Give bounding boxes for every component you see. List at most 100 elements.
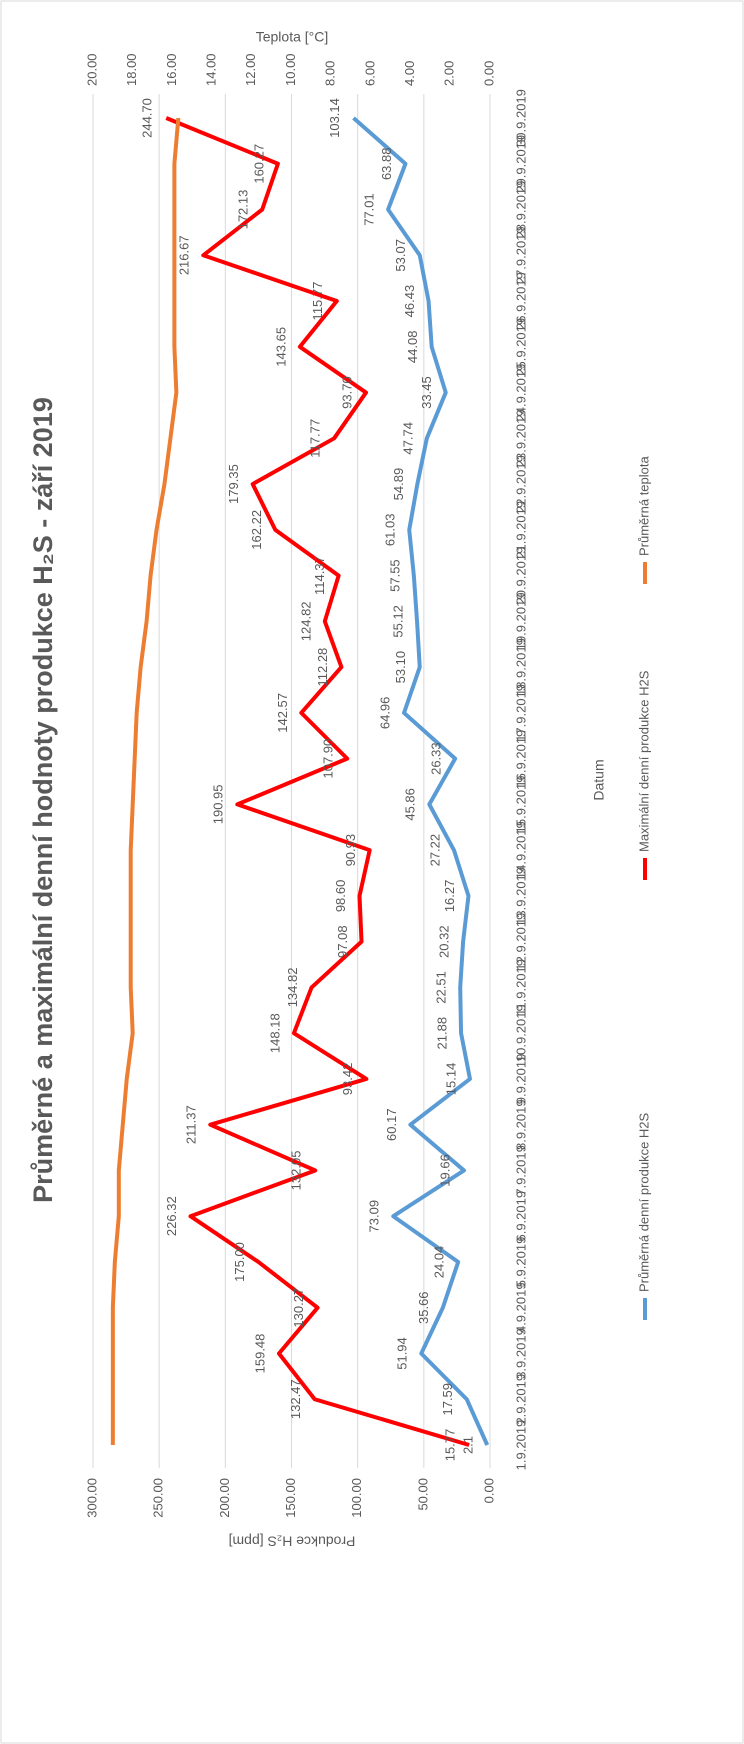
data-label: 114.37 bbox=[312, 556, 327, 595]
data-label: 160.27 bbox=[251, 144, 266, 184]
data-label: 35.66 bbox=[416, 1291, 431, 1324]
legend-label: Průměrná denní produkce H2S bbox=[636, 1112, 651, 1292]
y2-axis-title: Teplota [°C] bbox=[256, 29, 329, 45]
x-tick-label: 15.9.2019 bbox=[513, 775, 528, 833]
x-tick-label: 11.9.2019 bbox=[513, 959, 528, 1016]
x-tick-label: 30.9.2019 bbox=[513, 89, 528, 147]
data-label: 175.00 bbox=[232, 1242, 247, 1282]
data-label: 22.51 bbox=[434, 971, 449, 1004]
x-tick-label: 17.9.2019 bbox=[513, 684, 528, 742]
y-tick-label: 0.00 bbox=[481, 1478, 496, 1503]
x-tick-label: 5.9.2019 bbox=[513, 1237, 528, 1288]
data-label: 53.07 bbox=[393, 239, 408, 272]
x-tick-label: 20.9.2019 bbox=[513, 547, 528, 605]
data-label: 61.03 bbox=[383, 514, 398, 547]
data-label: 73.09 bbox=[367, 1200, 382, 1233]
data-label: 33.45 bbox=[419, 376, 434, 409]
data-label: 148.18 bbox=[267, 1013, 282, 1053]
x-tick-label: 10.9.2019 bbox=[513, 1004, 528, 1062]
x-tick-label: 12.9.2019 bbox=[513, 913, 528, 971]
data-label: 64.96 bbox=[377, 697, 392, 730]
x-tick-label: 18.9.2019 bbox=[513, 638, 528, 696]
x-tick-label: 6.9.2019 bbox=[513, 1191, 528, 1242]
data-label: 179.35 bbox=[226, 464, 241, 504]
x-tick-label: 2.9.2019 bbox=[513, 1374, 528, 1425]
data-label: 112.28 bbox=[315, 648, 330, 687]
x-tick-label: 16.9.2019 bbox=[513, 730, 528, 788]
data-label: 51.94 bbox=[395, 1337, 410, 1370]
x-tick-label: 23.9.2019 bbox=[513, 409, 528, 467]
data-label: 63.88 bbox=[379, 147, 394, 180]
data-label: 244.70 bbox=[140, 98, 155, 138]
x-tick-label: 8.9.2019 bbox=[513, 1099, 528, 1150]
data-label: 132.05 bbox=[289, 1151, 304, 1191]
data-label: 46.43 bbox=[402, 285, 417, 318]
x-tick-label: 3.9.2019 bbox=[513, 1328, 528, 1379]
data-label: 53.10 bbox=[393, 651, 408, 684]
data-label: 98.60 bbox=[333, 880, 348, 913]
data-label: 44.08 bbox=[405, 331, 420, 364]
x-tick-label: 29.9.2019 bbox=[513, 135, 528, 193]
data-label: 15.14 bbox=[443, 1063, 458, 1096]
series-line bbox=[352, 116, 490, 1446]
y2-tick-label: 8.00 bbox=[323, 61, 338, 86]
series-line bbox=[165, 116, 470, 1447]
rotated-chart: Průměrné a maximální denní hodnoty produ… bbox=[28, 29, 651, 1550]
data-label: 45.86 bbox=[403, 788, 418, 821]
chart-title: Průměrné a maximální denní hodnoty produ… bbox=[28, 397, 58, 1203]
data-label: 90.93 bbox=[343, 834, 358, 867]
y2-tick-label: 16.00 bbox=[164, 53, 179, 86]
x-tick-label: 21.9.2019 bbox=[513, 501, 528, 559]
data-label: 142.57 bbox=[275, 693, 290, 733]
data-label: 132.47 bbox=[288, 1379, 303, 1419]
data-label: 216.67 bbox=[177, 235, 192, 275]
x-tick-label: 7.9.2019 bbox=[513, 1145, 528, 1196]
data-label: 97.08 bbox=[335, 925, 350, 958]
y2-tick-label: 12.00 bbox=[243, 53, 258, 86]
data-label: 107.90 bbox=[321, 739, 336, 779]
data-label: 54.89 bbox=[391, 468, 406, 501]
x-tick-label: 14.9.2019 bbox=[513, 821, 528, 879]
x-tick-label: 27.9.2019 bbox=[513, 226, 528, 284]
y2-tick-label: 10.00 bbox=[283, 53, 298, 86]
data-label: 26.33 bbox=[429, 742, 444, 775]
y2-tick-label: 14.00 bbox=[204, 53, 219, 86]
data-label: 24.04 bbox=[432, 1246, 447, 1279]
x-tick-label: 25.9.2019 bbox=[513, 318, 528, 376]
y2-tick-label: 4.00 bbox=[402, 61, 417, 86]
data-label: 226.32 bbox=[164, 1196, 179, 1236]
data-label: 17.59 bbox=[440, 1383, 455, 1416]
x-tick-label: 22.9.2019 bbox=[513, 455, 528, 513]
data-label: 103.14 bbox=[327, 98, 342, 138]
y-axis-title: Produkce H₂S [ppm] bbox=[229, 1533, 356, 1549]
x-tick-label: 4.9.2019 bbox=[513, 1282, 528, 1333]
data-label: 77.01 bbox=[362, 193, 377, 226]
y-tick-label: 300.00 bbox=[84, 1478, 99, 1518]
y2-tick-label: 0.00 bbox=[481, 61, 496, 86]
data-label: 211.37 bbox=[184, 1105, 199, 1144]
y-tick-label: 150.00 bbox=[283, 1478, 298, 1518]
x-tick-label: 24.9.2019 bbox=[513, 364, 528, 422]
x-tick-label: 28.9.2019 bbox=[513, 181, 528, 239]
data-label: 20.32 bbox=[437, 925, 452, 958]
data-label: 19.66 bbox=[437, 1154, 452, 1187]
data-label: 134.82 bbox=[285, 968, 300, 1008]
y-tick-label: 250.00 bbox=[151, 1478, 166, 1518]
data-label: 21.88 bbox=[434, 1017, 449, 1050]
x-tick-label: 13.9.2019 bbox=[513, 867, 528, 925]
x-tick-label: 26.9.2019 bbox=[513, 272, 528, 330]
y2-tick-label: 6.00 bbox=[362, 61, 377, 86]
y-tick-label: 50.00 bbox=[415, 1478, 430, 1511]
y2-tick-label: 20.00 bbox=[84, 53, 99, 86]
x-tick-label: 19.9.2019 bbox=[513, 592, 528, 650]
data-label: 143.65 bbox=[273, 327, 288, 367]
data-label: 93.70 bbox=[339, 376, 354, 409]
data-label: 130.27 bbox=[291, 1288, 306, 1328]
data-label: 15.77 bbox=[443, 1429, 458, 1462]
data-label: 124.82 bbox=[298, 601, 313, 641]
data-label: 47.74 bbox=[400, 422, 415, 455]
data-label: 16.27 bbox=[442, 880, 457, 913]
x-axis-title: Datum bbox=[591, 759, 607, 800]
